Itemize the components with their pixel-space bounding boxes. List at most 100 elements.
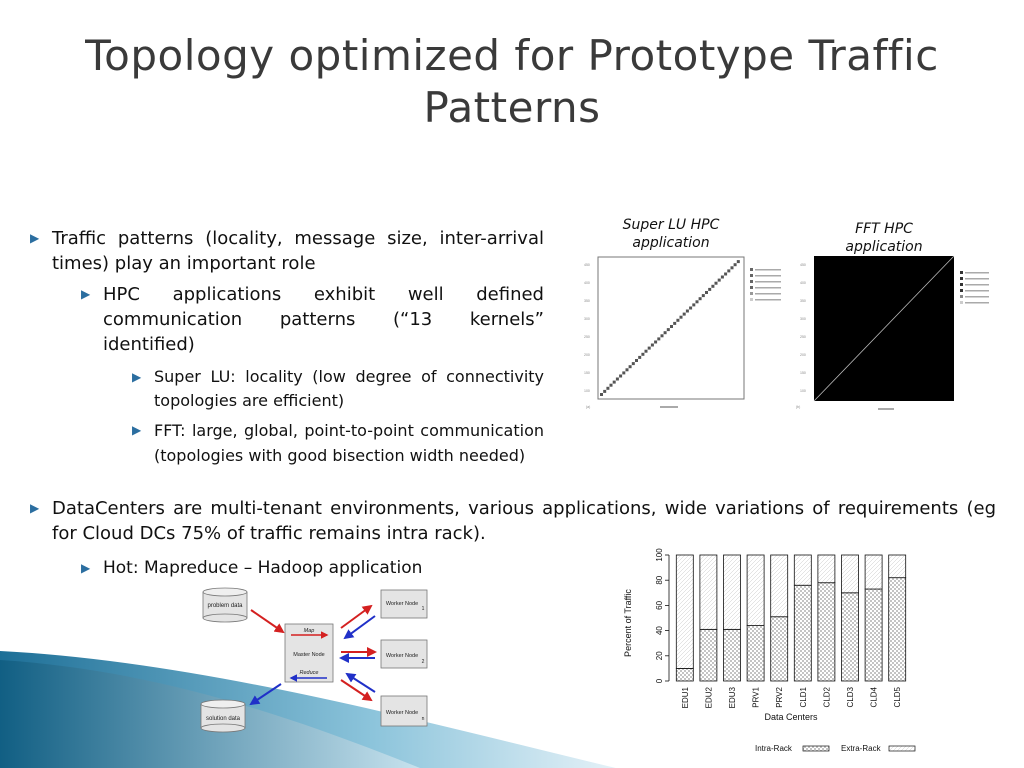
chart-y-axis-label: Percent of Traffic xyxy=(623,589,633,657)
bullet-mapreduce: ▶ Hot: Mapreduce – Hadoop application xyxy=(81,556,523,581)
svg-text:300: 300 xyxy=(800,317,806,321)
bar-extra-rack-prv1 xyxy=(746,554,765,626)
bar-extra-rack-cld1 xyxy=(793,554,812,586)
slide-title: Topology optimized for Prototype Traffic… xyxy=(85,31,939,132)
y-tick-label: 20 xyxy=(655,651,664,660)
master-node: Map Master Node Reduce xyxy=(284,623,334,683)
svg-text:200: 200 xyxy=(584,353,590,357)
bar-intra-rack-cld5 xyxy=(888,577,907,682)
bullet-text: DataCenters are multi-tenant environment… xyxy=(52,498,996,544)
bar-intra-rack-prv1 xyxy=(746,625,765,682)
mapreduce-arrows xyxy=(249,604,377,706)
mapreduce-diagram: problem data solution data Map Master No… xyxy=(200,587,428,733)
bullet-super-lu: ▶ Super LU: locality (low degree of conn… xyxy=(132,365,544,413)
svg-text:2: 2 xyxy=(422,659,425,665)
svg-text:n: n xyxy=(422,716,425,722)
datacenter-traffic-chart: EDU1 EDU2 EDU3 PRV1 PRV2 CLD1 CLD2 CLD3 CLD4 CLD5… xyxy=(623,548,916,753)
superlu-traffic-matrix: 450 400 350 300 250 200 150 100 (a) xyxy=(584,256,781,409)
svg-text:150: 150 xyxy=(584,371,590,375)
bullet-text: FFT: large, global, point-to-point commu… xyxy=(154,421,544,465)
bar-extra-rack-edu1 xyxy=(675,554,694,669)
bar-intra-rack-edu2 xyxy=(699,628,718,682)
x-tick-label: CLD5 xyxy=(893,686,902,707)
bullet-arrow-icon: ▶ xyxy=(30,501,40,515)
caption-superlu: Super LU HPC application xyxy=(622,217,720,251)
legend-label: Intra-Rack xyxy=(755,744,793,753)
svg-text:400: 400 xyxy=(584,281,590,285)
worker-node-2: Worker Node 2 xyxy=(380,639,428,669)
x-tick-label: PRV2 xyxy=(775,686,784,707)
x-tick-label: EDU2 xyxy=(704,686,713,708)
y-tick-label: 100 xyxy=(655,548,664,562)
bar-intra-rack-edu1 xyxy=(675,668,694,682)
solution-data-label: solution data xyxy=(206,716,241,722)
x-tick-label: CLD4 xyxy=(870,686,879,707)
bullet-arrow-icon: ▶ xyxy=(81,561,91,575)
bullet-arrow-icon: ▶ xyxy=(132,423,142,437)
x-tick-label: PRV1 xyxy=(752,686,761,707)
bullet-text: Hot: Mapreduce – Hadoop application xyxy=(103,558,423,578)
svg-text:350: 350 xyxy=(584,299,590,303)
bar-extra-rack-cld3 xyxy=(841,554,859,594)
legend-swatch xyxy=(888,745,916,752)
bullet-text: Super LU: locality (low degree of connec… xyxy=(154,367,544,410)
x-tick-label: CLD3 xyxy=(846,686,855,707)
legend-label: Extra-Rack xyxy=(841,744,882,753)
bullet-fft: ▶ FFT: large, global, point-to-point com… xyxy=(132,418,544,468)
bar-intra-rack-cld2 xyxy=(817,582,836,682)
bullet-datacenters: ▶ DataCenters are multi-tenant environme… xyxy=(30,496,996,546)
bar-intra-rack-edu3 xyxy=(723,628,741,682)
y-tick-label: 0 xyxy=(655,678,664,683)
svg-text:100: 100 xyxy=(800,389,806,393)
y-tick-label: 80 xyxy=(655,575,664,584)
chart-x-axis-label: Data Centers xyxy=(764,712,818,722)
bullet-arrow-icon: ▶ xyxy=(30,231,40,245)
svg-text:450: 450 xyxy=(800,263,806,267)
bullet-traffic-patterns: ▶ Traffic patterns (locality, message si… xyxy=(30,226,544,276)
reduce-label: Reduce xyxy=(300,670,319,676)
worker-node-n: Worker Node n xyxy=(380,695,428,727)
fft-traffic-matrix: 450 400 350 300 250 200 150 100 (b) xyxy=(796,255,989,410)
bullet-arrow-icon: ▶ xyxy=(81,287,91,301)
svg-text:Worker Node: Worker Node xyxy=(386,653,418,659)
master-node-label: Master Node xyxy=(293,652,325,658)
bar-intra-rack-cld1 xyxy=(793,584,812,682)
svg-text:250: 250 xyxy=(800,335,806,339)
svg-text:300: 300 xyxy=(584,317,590,321)
x-tick-label: CLD2 xyxy=(822,686,831,707)
bullet-text: Traffic patterns (locality, message size… xyxy=(52,228,544,274)
problem-data-label: problem data xyxy=(207,603,243,609)
x-tick-label: EDU3 xyxy=(728,686,737,708)
svg-text:250: 250 xyxy=(584,335,590,339)
bar-extra-rack-edu2 xyxy=(699,554,718,630)
svg-text:350: 350 xyxy=(800,299,806,303)
bar-extra-rack-cld5 xyxy=(888,554,907,579)
legend-swatch xyxy=(802,745,830,752)
y-tick-label: 60 xyxy=(655,600,664,609)
x-tick-label: EDU1 xyxy=(681,686,690,708)
bar-extra-rack-cld2 xyxy=(817,554,836,584)
bullet-arrow-icon: ▶ xyxy=(132,370,142,384)
bullet-hpc-applications: ▶ HPC applications exhibit well defined … xyxy=(81,282,544,357)
svg-text:(b): (b) xyxy=(796,405,800,409)
bar-extra-rack-edu3 xyxy=(723,554,741,630)
problem-data-store: problem data xyxy=(202,587,248,623)
svg-text:Worker Node: Worker Node xyxy=(386,710,418,716)
worker-node-1: Worker Node 1 xyxy=(380,589,428,619)
svg-text:150: 150 xyxy=(800,371,806,375)
chart-legend: Intra-Rack Extra-Rack xyxy=(755,744,916,753)
svg-text:400: 400 xyxy=(800,281,806,285)
map-label: Map xyxy=(304,628,315,634)
svg-text:200: 200 xyxy=(800,353,806,357)
svg-text:450: 450 xyxy=(584,263,590,267)
y-tick-label: 40 xyxy=(655,626,664,635)
x-tick-label: CLD1 xyxy=(799,686,808,707)
bar-intra-rack-cld3 xyxy=(841,592,859,682)
svg-text:Worker Node: Worker Node xyxy=(386,601,418,607)
bullet-text: HPC applications exhibit well defined co… xyxy=(103,284,544,355)
solution-data-store: solution data xyxy=(200,699,246,733)
bar-intra-rack-cld4 xyxy=(864,588,883,682)
bar-extra-rack-cld4 xyxy=(864,554,883,590)
caption-fft: FFT HPC application xyxy=(845,221,923,255)
bar-intra-rack-prv2 xyxy=(770,616,789,682)
